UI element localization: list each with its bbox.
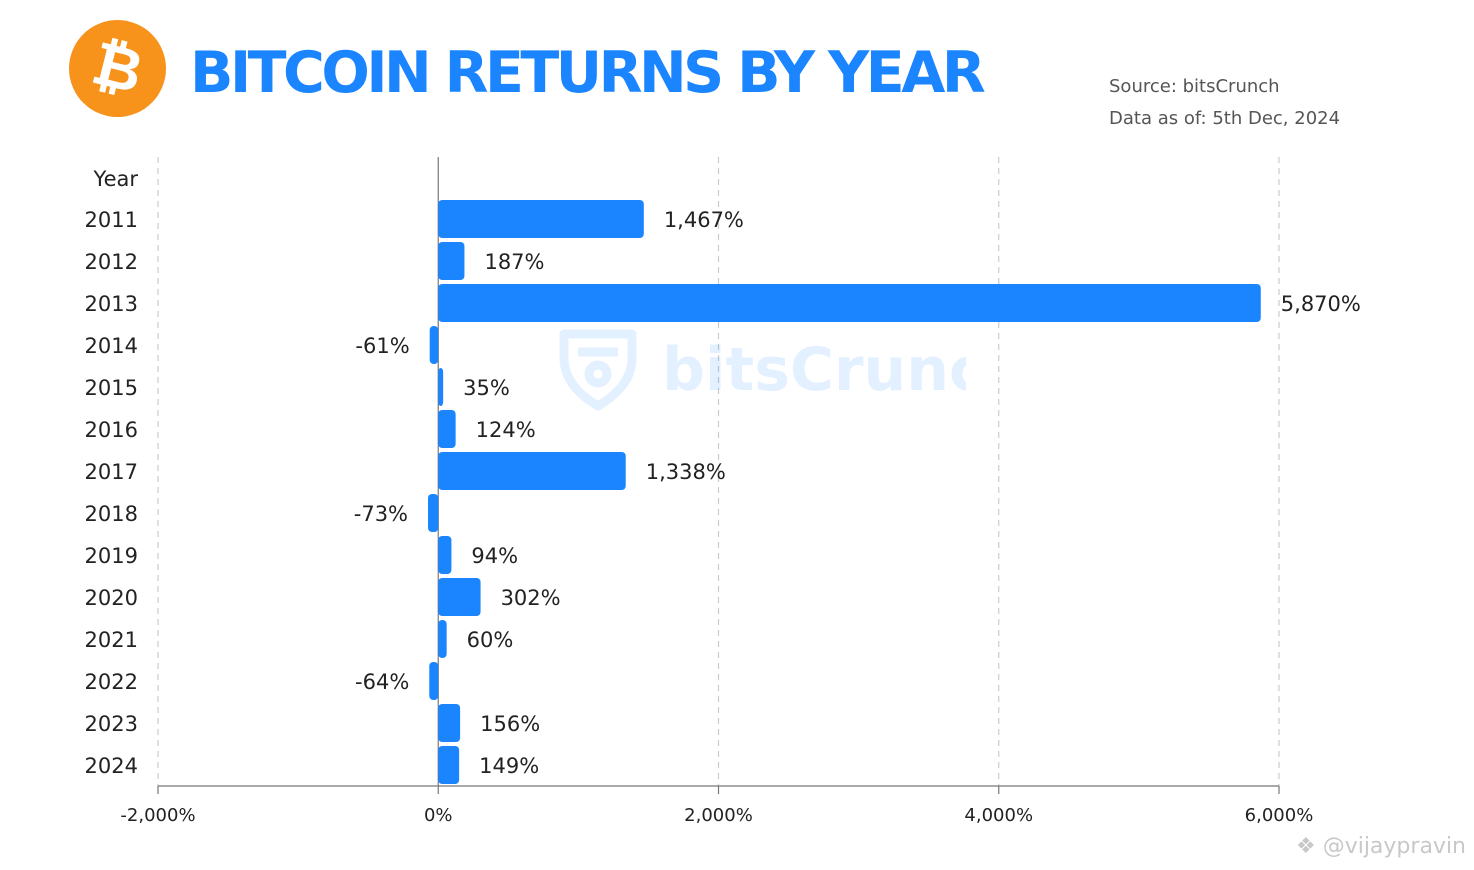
credit: ❖ @vijaypravin <box>1296 834 1466 859</box>
year-label: 2015 <box>85 376 138 400</box>
bar <box>438 704 461 742</box>
data-label: 149% <box>479 754 539 778</box>
bar <box>438 368 444 406</box>
year-label: 2012 <box>85 250 138 274</box>
data-label: -64% <box>355 670 409 694</box>
year-label: 2018 <box>85 502 138 526</box>
x-tick-label: 2,000% <box>684 805 753 826</box>
year-label: 2021 <box>85 628 138 652</box>
credit-text: @vijaypravin <box>1322 834 1466 859</box>
bar <box>438 620 447 658</box>
year-label: 2020 <box>85 586 138 610</box>
watermark-text: bitsCrunch <box>662 335 966 405</box>
data-label: 156% <box>480 712 540 736</box>
data-label: 187% <box>484 250 544 274</box>
data-label: 124% <box>476 418 536 442</box>
x-tick-label: 4,000% <box>964 805 1033 826</box>
bar <box>438 410 456 448</box>
bitcoin-logo-circle <box>69 20 166 117</box>
x-tick-label: 6,000% <box>1245 805 1314 826</box>
bitscrunch-shield-icon <box>559 329 637 411</box>
bar <box>438 242 465 280</box>
bar <box>438 452 626 490</box>
bar <box>438 578 481 616</box>
year-label: 2017 <box>85 460 138 484</box>
data-label: 60% <box>467 628 514 652</box>
year-label: 2011 <box>85 208 138 232</box>
data-label: 1,467% <box>664 208 744 232</box>
year-label: 2019 <box>85 544 138 568</box>
bar <box>438 284 1261 322</box>
data-label: 35% <box>463 376 510 400</box>
bar <box>438 746 460 784</box>
bar <box>428 494 439 532</box>
chart-title: BITCOIN RETURNS BY YEAR <box>190 40 986 106</box>
bar-layer <box>428 200 1261 784</box>
data-label: 94% <box>471 544 518 568</box>
year-label: 2023 <box>85 712 138 736</box>
category-header: Year <box>93 167 139 191</box>
diamond-logo-icon: ❖ <box>1295 834 1316 859</box>
x-tick-label: 0% <box>424 805 453 826</box>
year-label: 2013 <box>85 292 138 316</box>
x-tick-label: -2,000% <box>120 805 195 826</box>
bitcoin-logo-icon: ₿ <box>69 20 166 117</box>
data-label: 1,338% <box>646 460 726 484</box>
year-label: 2016 <box>85 418 138 442</box>
bar <box>429 326 439 364</box>
data-as-of-text: Data as of: 5th Dec, 2024 <box>1109 108 1341 129</box>
data-label: -73% <box>354 502 408 526</box>
year-label: 2014 <box>85 334 138 358</box>
year-label: 2024 <box>85 754 138 778</box>
watermark: bitsCrunch <box>559 329 966 411</box>
data-label: 5,870% <box>1281 292 1361 316</box>
bar <box>429 662 439 700</box>
data-label: 302% <box>501 586 561 610</box>
source-text: Source: bitsCrunch <box>1109 76 1280 97</box>
year-label: 2022 <box>85 670 138 694</box>
data-label: -61% <box>355 334 409 358</box>
label-layer: -2,000% 0% 2,000% 4,000% 6,000% 2011 1,467% 201… <box>85 208 1361 826</box>
bar <box>438 200 644 238</box>
bar <box>438 536 452 574</box>
